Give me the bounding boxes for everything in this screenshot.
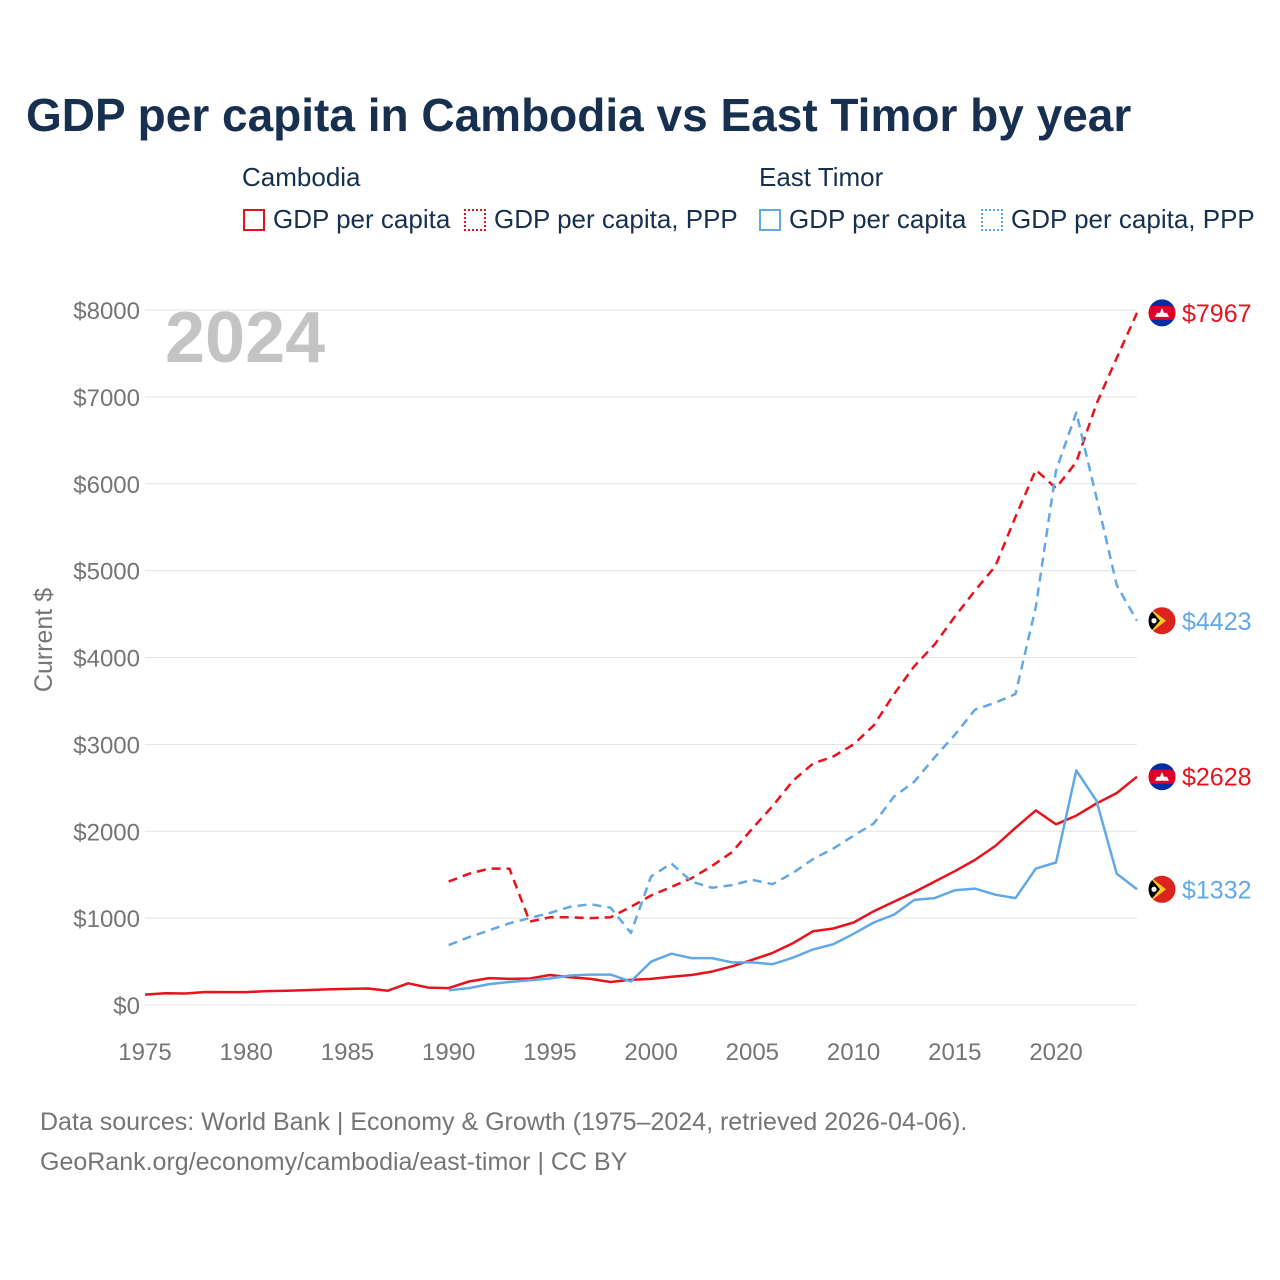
cambodia-flag-icon: [1147, 298, 1177, 328]
end-value-label-0: $2628: [1182, 764, 1252, 792]
x-tick-label: 1975: [118, 1039, 171, 1066]
y-tick-label: $2000: [73, 819, 140, 846]
series-line-0: [144, 775, 1138, 996]
legend-swatch-dotted-red: [464, 208, 486, 231]
footer-attribution: GeoRank.org/economy/cambodia/east-timor …: [40, 1148, 628, 1176]
legend-item-east-timor-gdp-ppp[interactable]: GDP per capita, PPP: [981, 204, 1255, 235]
y-tick-label: $7000: [73, 385, 140, 412]
legend-label: GDP per capita: [789, 204, 967, 234]
x-tick-label: 2015: [928, 1039, 981, 1066]
legend-swatch-solid-blue: [759, 208, 781, 231]
x-tick-label: 2020: [1029, 1039, 1082, 1066]
end-value-label-1: $7967: [1182, 300, 1252, 328]
series-line-2: [448, 769, 1138, 992]
year-watermark: 2024: [165, 298, 325, 378]
x-tick-label: 1985: [321, 1039, 374, 1066]
y-axis-label: Current $: [30, 588, 58, 692]
legend-swatch-solid-red: [243, 208, 265, 231]
y-tick-label: $5000: [73, 559, 140, 586]
legend-item-cambodia-gdp-ppp[interactable]: GDP per capita, PPP: [464, 204, 738, 235]
legend-item-east-timor-gdp[interactable]: GDP per capita: [759, 204, 966, 235]
legend-item-cambodia-gdp[interactable]: GDP per capita: [243, 204, 450, 235]
legend-swatch-dotted-blue: [981, 208, 1003, 231]
y-tick-label: $8000: [73, 298, 140, 325]
x-tick-label: 2005: [726, 1039, 779, 1066]
y-tick-label: $4000: [73, 646, 140, 673]
legend-label: GDP per capita, PPP: [1011, 204, 1255, 234]
series-line-3: [448, 411, 1139, 947]
chart-title: GDP per capita in Cambodia vs East Timor…: [26, 89, 1132, 141]
x-tick-label: 2010: [827, 1039, 880, 1066]
x-tick-label: 2000: [624, 1039, 677, 1066]
legend-label: GDP per capita, PPP: [494, 204, 738, 234]
y-tick-label: $3000: [73, 732, 140, 759]
east-timor-flag-icon: [1147, 874, 1177, 904]
y-tick-label: $1000: [73, 906, 140, 933]
series-line-1: [448, 312, 1139, 923]
x-tick-label: 1990: [422, 1039, 475, 1066]
east-timor-flag-icon: [1147, 606, 1177, 636]
x-tick-label: 1980: [220, 1039, 273, 1066]
legend-group-cambodia: Cambodia: [242, 162, 361, 192]
legend-group-east-timor: East Timor: [759, 162, 884, 192]
cambodia-flag-icon: [1147, 762, 1177, 792]
y-tick-label: $0: [113, 993, 140, 1020]
x-tick-label: 1995: [523, 1039, 576, 1066]
legend-label: GDP per capita: [273, 204, 451, 234]
end-value-label-3: $4423: [1182, 608, 1252, 636]
footer-sources: Data sources: World Bank | Economy & Gro…: [40, 1108, 968, 1136]
end-value-label-2: $1332: [1182, 876, 1252, 904]
y-tick-label: $6000: [73, 472, 140, 499]
